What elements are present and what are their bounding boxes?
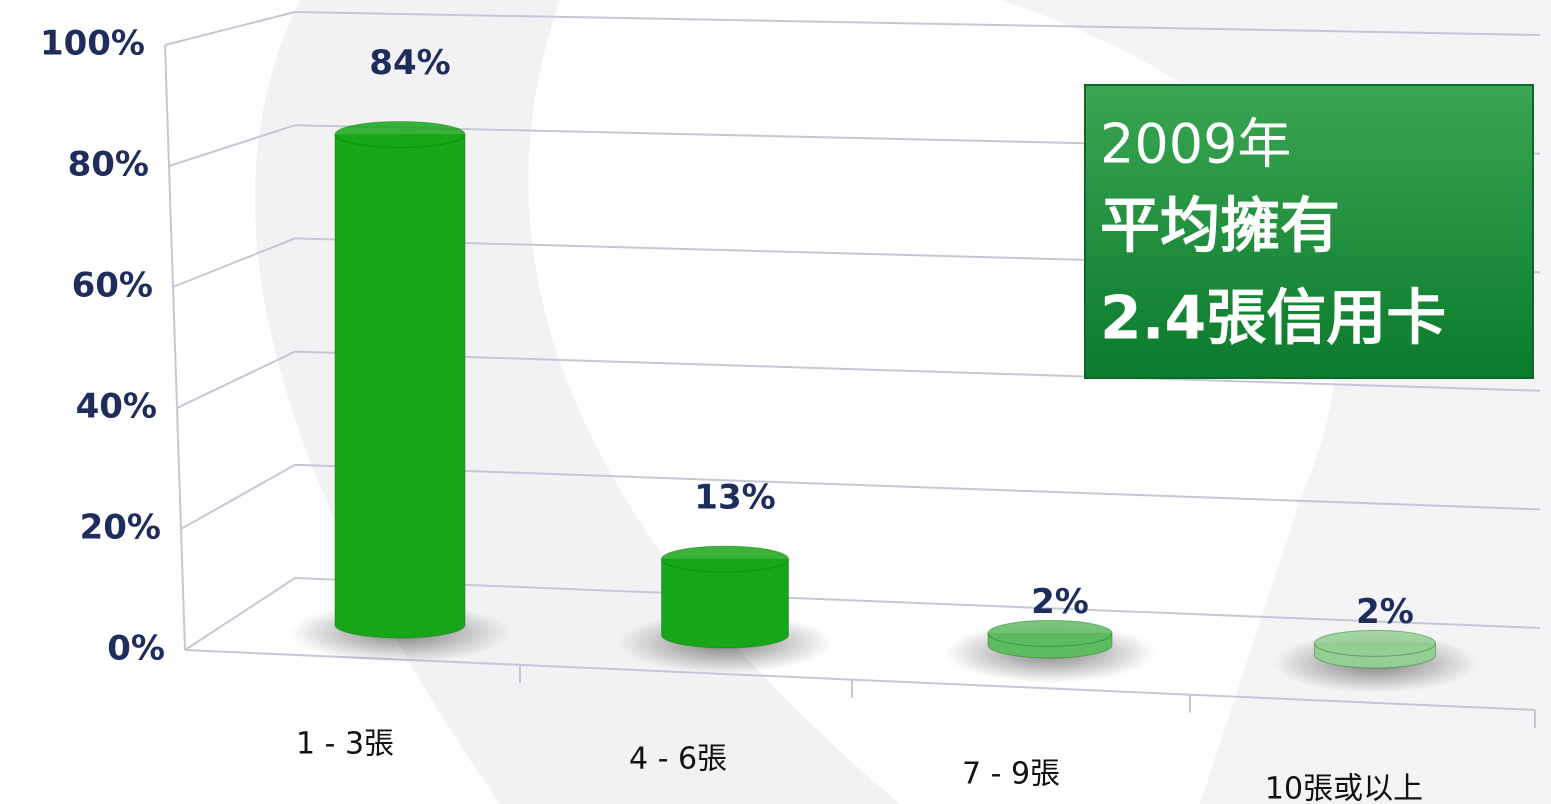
plot: 0% 20% 40% 60% 80% 100% 84% 1 - 3張 13% 4 - 6張 2% 7 … xyxy=(40,10,1541,804)
value-label: 84% xyxy=(369,43,450,83)
bar-top xyxy=(334,120,466,148)
annotation: 2009年 xyxy=(1100,113,1291,176)
x-tick-label: 4 - 6張 xyxy=(629,742,727,777)
bar-top xyxy=(987,619,1113,647)
value-label: 13% xyxy=(694,478,775,518)
x-tick-label: 10張或以上 xyxy=(1265,772,1423,804)
bar xyxy=(334,133,466,639)
y-tick-label: 20% xyxy=(80,508,161,548)
y-tick-label: 40% xyxy=(76,387,157,427)
x-tick-label: 7 - 9張 xyxy=(962,757,1060,792)
bar-top xyxy=(1314,629,1436,657)
bar-top xyxy=(661,545,789,573)
value-label: 2% xyxy=(1356,592,1414,632)
y-tick-label: 0% xyxy=(107,629,165,669)
annotation: 平均擁有 xyxy=(1100,192,1340,262)
y-tick-label: 60% xyxy=(72,266,153,306)
value-label: 2% xyxy=(1031,582,1089,622)
y-tick-label: 100% xyxy=(40,24,145,64)
annotation: 2.4張信用卡 xyxy=(1100,284,1446,354)
grid-line xyxy=(164,10,1541,46)
x-tick-label: 1 - 3張 xyxy=(296,727,394,762)
grid-line xyxy=(180,463,1541,530)
bar xyxy=(661,558,789,649)
axis-line xyxy=(164,44,186,651)
annotation-box xyxy=(1084,84,1534,379)
y-tick-label: 80% xyxy=(68,145,149,185)
grid-line xyxy=(184,576,1541,651)
